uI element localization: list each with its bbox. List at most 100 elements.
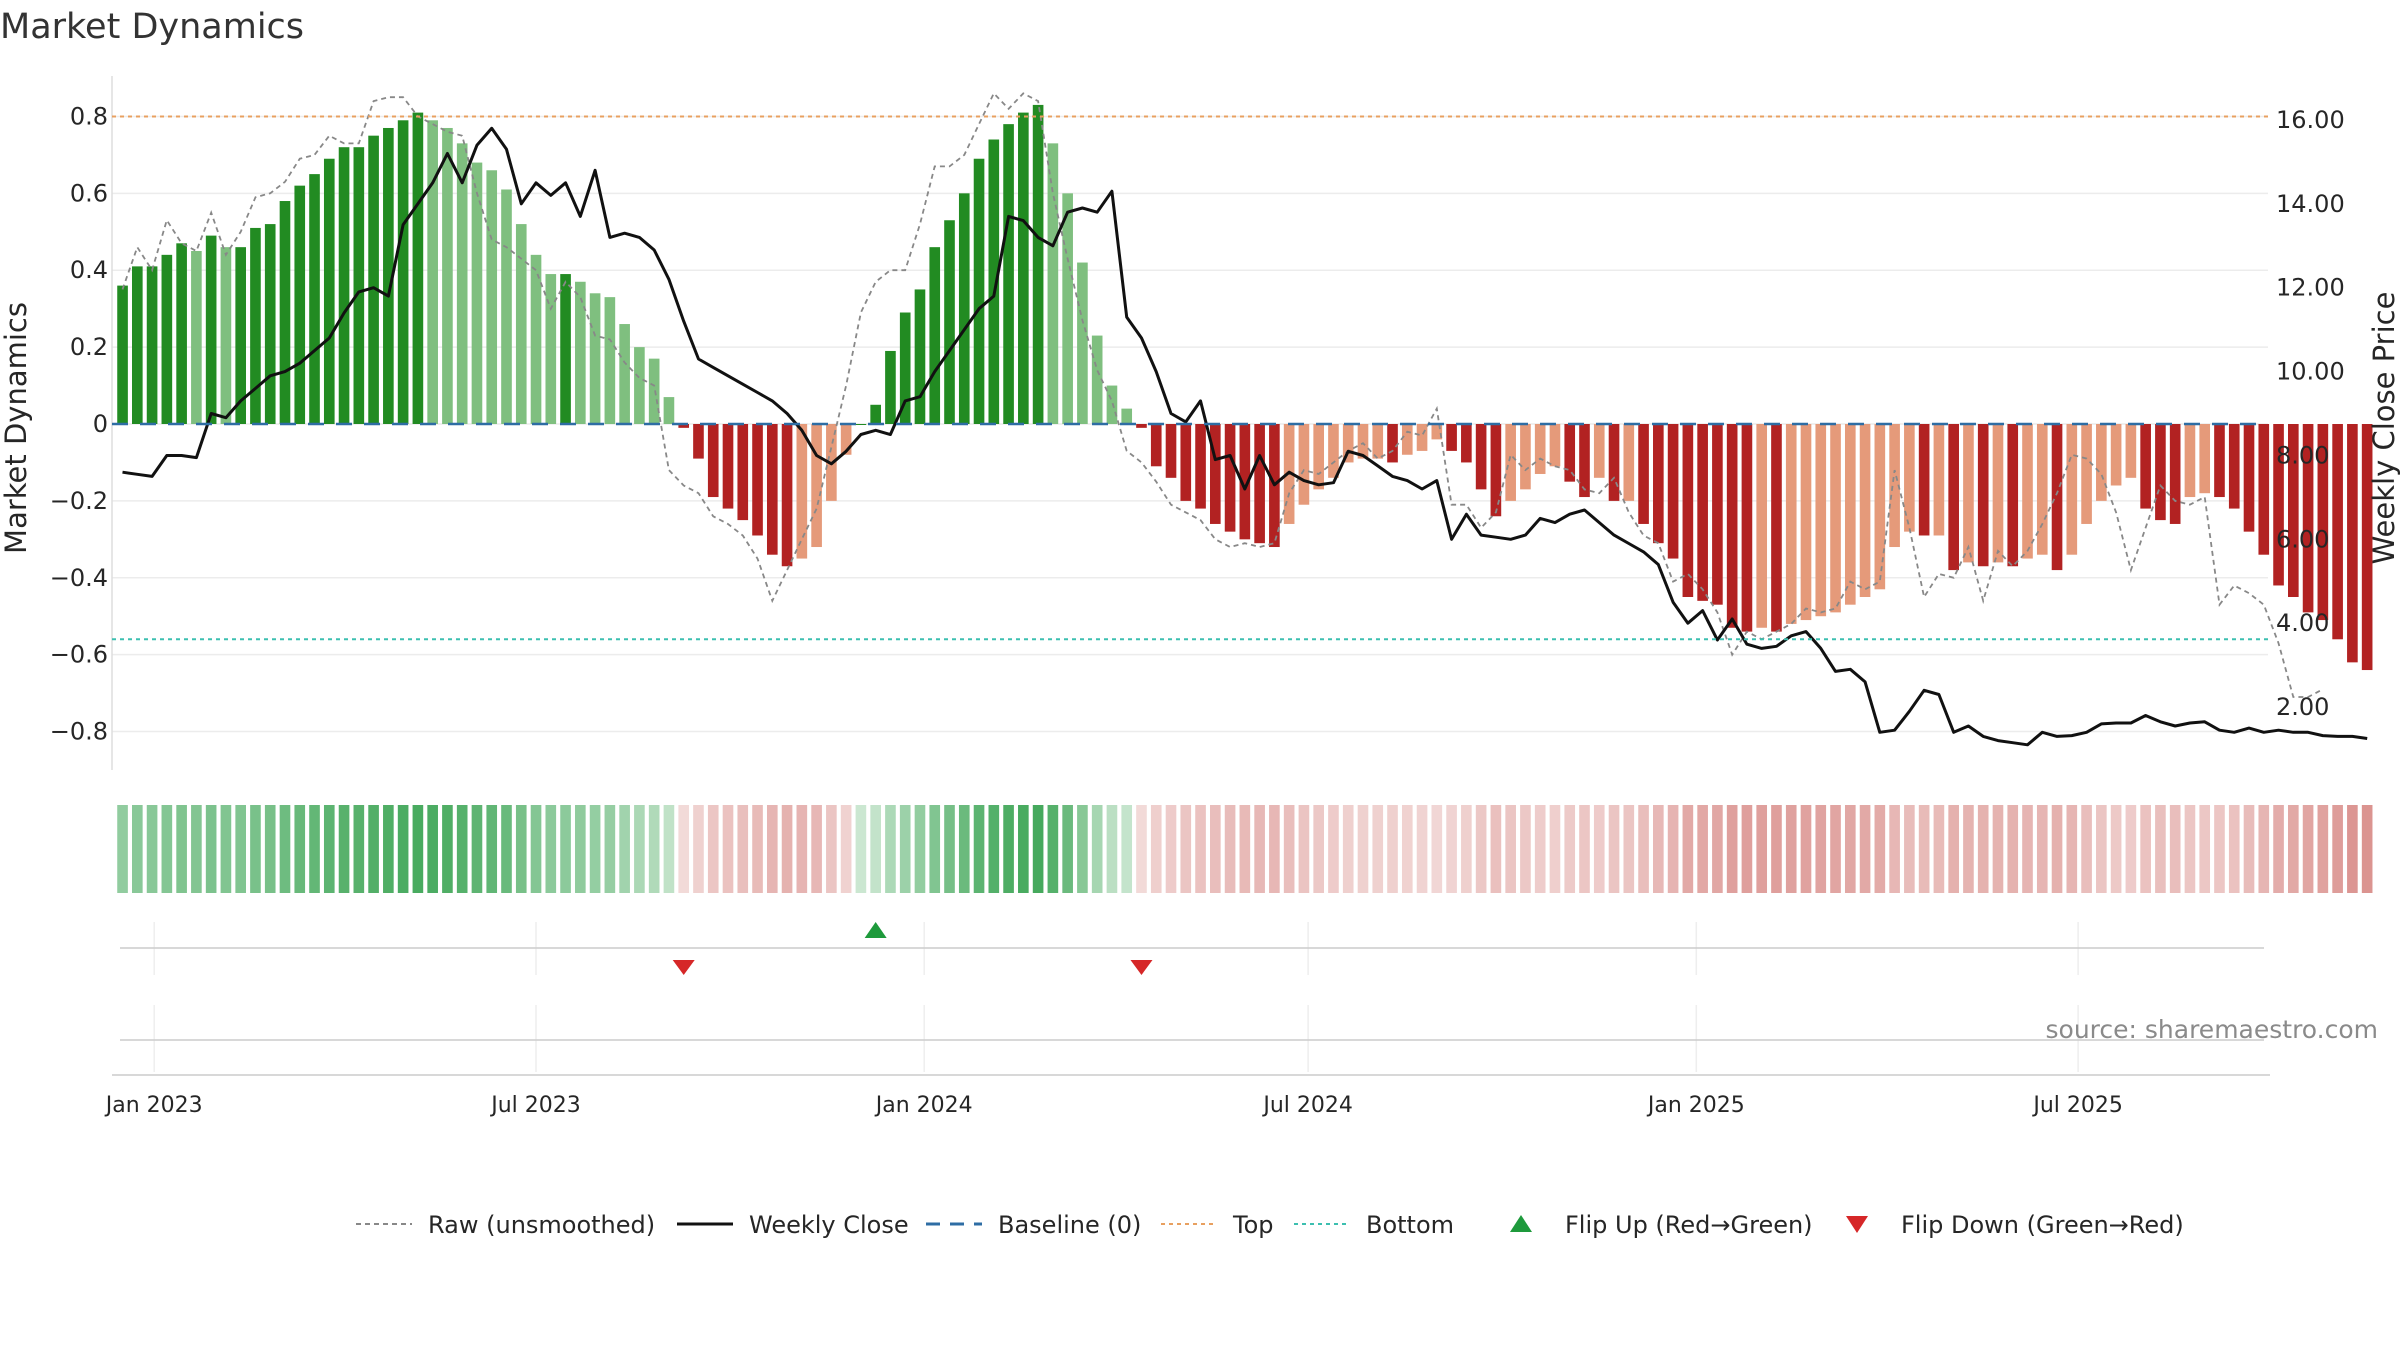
market-dynamics-bar [604, 297, 616, 424]
market-dynamics-bar [1446, 424, 1457, 451]
regime-strip-cell [722, 805, 734, 893]
market-dynamics-bar [722, 424, 734, 509]
regime-strip-cell [1431, 805, 1443, 893]
regime-strip-cell [1520, 805, 1531, 893]
regime-strip-cell [412, 805, 424, 893]
regime-strip-cell [2214, 805, 2225, 893]
market-dynamics-bar [1475, 424, 1487, 490]
regime-strip-cell [2228, 805, 2240, 893]
regime-strip-cell [1209, 805, 1221, 893]
market-dynamics-bar [1992, 424, 2004, 563]
market-dynamics-bar [1505, 424, 1516, 501]
regime-strip-cell [1815, 805, 1827, 893]
regime-strip-cell [1697, 805, 1708, 893]
regime-strip-cell [1475, 805, 1487, 893]
market-dynamics-bar [1372, 424, 1384, 459]
regime-strip-cell [146, 805, 158, 893]
regime-strip-cell [575, 805, 586, 893]
market-dynamics-bar [442, 127, 453, 424]
market-dynamics-bar [766, 424, 778, 555]
regime-strip-cell [205, 805, 217, 893]
regime-strip-cell [1401, 805, 1413, 893]
market-dynamics-bar [146, 266, 158, 424]
regime-strip-cell [501, 805, 512, 893]
regime-strip-cell [737, 805, 749, 893]
source-note: source: sharemaestro.com [2046, 1015, 2379, 1044]
market-dynamics-bar [309, 174, 320, 424]
market-dynamics-bar [870, 404, 881, 424]
regime-strip-cell [1800, 805, 1812, 893]
regime-strip-cell [1874, 805, 1886, 893]
regime-strip-cell [442, 805, 453, 893]
market-dynamics-bar [1889, 424, 1900, 548]
legend-label: Top [1232, 1211, 1274, 1239]
regime-strip-cell [1150, 805, 1162, 893]
regime-strip-cell [323, 805, 335, 893]
regime-strip-cell [2155, 805, 2166, 893]
legend-label: Flip Down (Green→Red) [1901, 1211, 2184, 1239]
market-dynamics-bar [1416, 424, 1428, 451]
flip-down-marker [1130, 960, 1153, 975]
market-dynamics-bar [2140, 424, 2151, 509]
regime-strip-cell [2317, 805, 2329, 893]
left-tick-label: 0.6 [70, 179, 108, 207]
market-dynamics-bar [501, 189, 512, 424]
regime-strip-cell [1933, 805, 1945, 893]
regime-strip-cell [2140, 805, 2151, 893]
regime-strip-cell [161, 805, 173, 893]
market-dynamics-bar [1638, 424, 1649, 524]
market-dynamics-bar [648, 358, 660, 424]
market-dynamics-bar [131, 266, 143, 424]
regime-strip-cell [1387, 805, 1398, 893]
regime-strip-cell [678, 805, 690, 893]
market-dynamics-bar [397, 120, 409, 425]
market-dynamics-bar [1712, 424, 1723, 605]
market-dynamics-bar [2347, 424, 2358, 663]
regime-strip-cell [383, 805, 394, 893]
market-dynamics-bar [1091, 335, 1103, 424]
market-dynamics-bar [2287, 424, 2299, 597]
market-dynamics-bar [1623, 424, 1635, 501]
market-dynamics-bar [1180, 424, 1192, 501]
left-tick-label: −0.6 [50, 641, 108, 669]
regime-strip-cell [2081, 805, 2092, 893]
x-tick-label: Jul 2024 [1261, 1093, 1353, 1118]
market-dynamics-bar [2199, 424, 2211, 494]
regime-strip-cell [1918, 805, 1930, 893]
right-tick-label: 6.00 [2276, 525, 2329, 553]
regime-strip-cell [781, 805, 793, 893]
flip-up-marker [864, 922, 887, 938]
regime-strip-cell [1564, 805, 1576, 893]
market-dynamics-bar [973, 158, 985, 424]
market-dynamics-bar [1401, 424, 1413, 455]
market-dynamics-bar [1579, 424, 1590, 498]
regime-strip-cell [1018, 805, 1029, 893]
regime-strip-cell [1844, 805, 1856, 893]
regime-strip-cell [235, 805, 247, 893]
market-dynamics-bar [1342, 424, 1354, 463]
regime-strip-cell [1977, 805, 1989, 893]
bars-layer [117, 104, 2373, 671]
market-dynamics-bar [2302, 424, 2314, 613]
market-dynamics-bar [1800, 424, 1812, 621]
market-dynamics-bar [161, 254, 173, 424]
regime-strip-cell [1283, 805, 1295, 893]
market-dynamics-bar [1313, 424, 1325, 490]
market-dynamics-bar [1328, 424, 1339, 478]
market-dynamics-bar [1298, 424, 1310, 505]
market-dynamics-bar [2110, 424, 2122, 486]
left-tick-label: 0.2 [70, 333, 108, 361]
market-dynamics-bar [2317, 424, 2329, 621]
x-tick-label: Jan 2025 [1646, 1093, 1745, 1118]
regime-strip-cell [1091, 805, 1103, 893]
regime-strip-cell [826, 805, 837, 893]
regime-strip-cell [279, 805, 291, 893]
market-dynamics-bar [589, 293, 601, 424]
market-dynamics-bar [2051, 424, 2063, 571]
market-dynamics-bar [1844, 424, 1856, 605]
left-tick-label: −0.8 [50, 718, 108, 746]
left-tick-label: −0.2 [50, 487, 108, 515]
market-dynamics-bar [412, 112, 424, 424]
market-dynamics-bar [1564, 424, 1576, 482]
